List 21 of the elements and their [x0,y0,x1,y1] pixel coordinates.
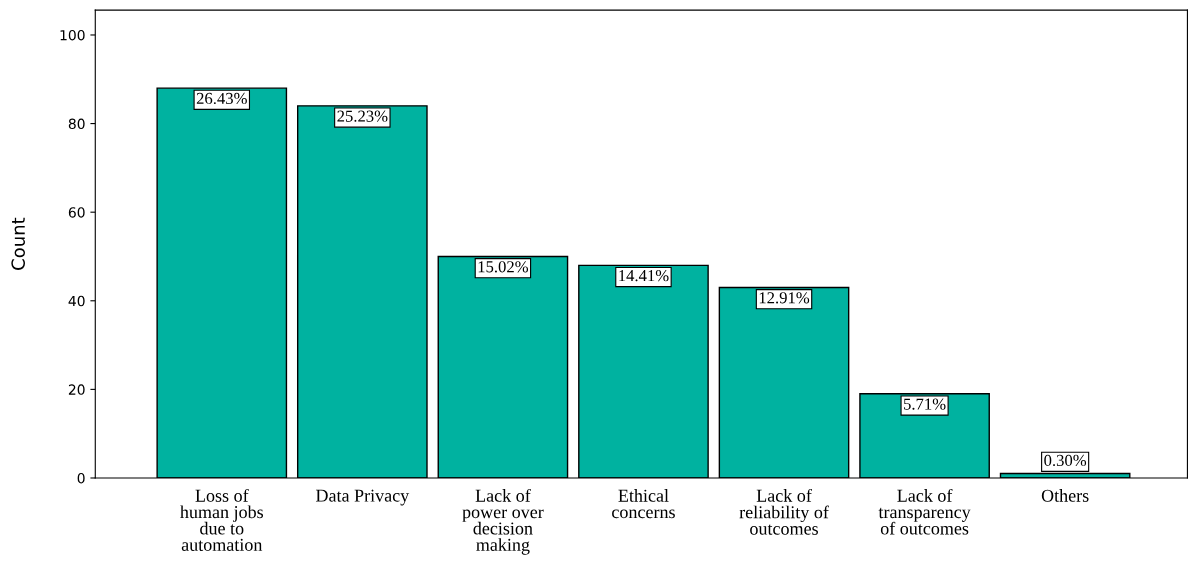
x-tick-label: Loss of human jobs due to automation [180,488,264,551]
y-tick-label: 0 [77,472,85,484]
annotation: 5.71% [904,398,946,410]
annotation: 25.23% [337,110,388,122]
y-tick-label: 60 [68,207,85,218]
x-tick-label: Lack of transparency of outcomes [878,488,971,535]
x-tick-label: Ethical concerns [612,489,675,519]
y-tick-label: 40 [68,295,85,307]
x-tick-label: Others [1041,489,1089,502]
annotation: 14.41% [619,269,669,282]
y-tick-label: 20 [68,384,85,395]
x-tick-label: Lack of power over decision making [462,488,544,555]
annotation: 15.02% [478,261,529,273]
x-tick-label: Lack of reliability of outcomes [739,488,829,535]
y-tick-label: 80 [68,118,85,130]
x-tick-label: Data Privacy [315,489,410,506]
annotation: 26.43% [196,92,247,105]
y-axis-title: Count [11,217,25,270]
annotation: 12.91% [759,292,810,304]
annotation: 0.30% [1044,454,1087,467]
y-tick-label: 100 [60,29,85,41]
